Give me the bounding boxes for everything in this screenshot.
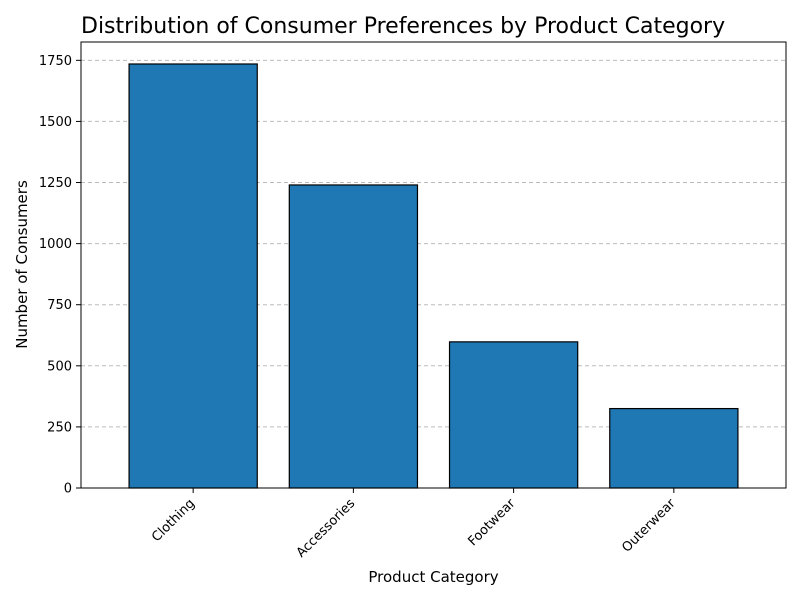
y-tick-label: 750 — [47, 298, 72, 313]
bar-clothing — [128, 63, 258, 489]
y-axis-label: Number of Consumers — [13, 180, 31, 349]
plot-frame — [80, 41, 787, 489]
bar-accessories — [288, 184, 419, 489]
x-axis-label: Product Category — [368, 568, 498, 586]
y-tick-label: 1000 — [39, 237, 72, 252]
y-tick-label: 1250 — [39, 176, 72, 191]
y-tick-label: 1500 — [39, 115, 72, 130]
y-tick-label: 250 — [47, 420, 72, 435]
y-tick-label: 1750 — [39, 54, 72, 69]
y-tick-label: 0 — [64, 482, 72, 497]
y-tick-label: 500 — [47, 359, 72, 374]
bar-outerwear — [609, 407, 739, 489]
bar-footwear — [448, 341, 579, 489]
chart-title: Distribution of Consumer Preferences by … — [81, 14, 725, 39]
y-axis-ticks: 0 250 500 750 1000 1250 1500 1750 — [39, 54, 81, 497]
